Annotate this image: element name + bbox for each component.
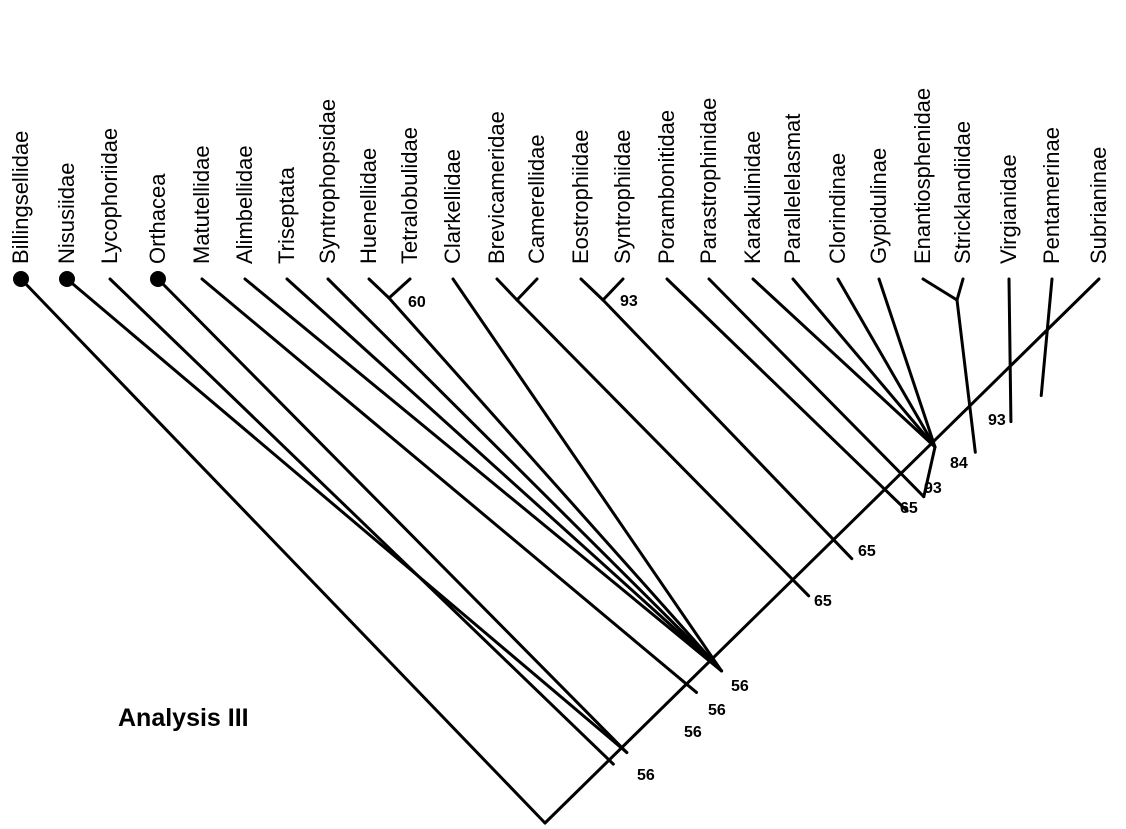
support-value: 65 (900, 500, 918, 517)
branch-line (791, 277, 937, 449)
branch-line (65, 277, 629, 755)
support-value: 56 (731, 678, 749, 695)
support-value: 93 (924, 480, 942, 497)
cladogram-terminal-markers (13, 271, 166, 287)
terminal-dot-marker (150, 271, 166, 287)
taxon-label: Lycophoriidae (97, 128, 122, 264)
branch-line (543, 277, 1101, 825)
taxon-label: Porambonitidae (654, 110, 679, 264)
support-value: 56 (684, 724, 702, 741)
branch-line (955, 298, 977, 454)
taxon-label: Parallelelasmat (780, 114, 805, 264)
taxon-label: Karakulinidae (740, 131, 765, 264)
branch-line (285, 277, 724, 673)
taxon-label: Alimbellidae (232, 145, 257, 264)
branch-line (326, 277, 724, 673)
branch-line (515, 277, 539, 302)
branch-line (387, 296, 724, 673)
taxon-label: Parastrophinidae (696, 98, 721, 264)
taxon-label: Virgianidae (996, 154, 1021, 264)
support-value: 56 (708, 702, 726, 719)
branch-line (601, 298, 854, 561)
taxon-label: Stricklandiidae (950, 121, 975, 264)
branch-line (836, 277, 937, 449)
branch-line (707, 277, 926, 499)
taxon-label: Pentamerinae (1039, 127, 1064, 264)
support-value: 65 (814, 593, 832, 610)
taxon-label: Subrianinae (1086, 147, 1111, 264)
taxon-label: Camerellidae (524, 134, 549, 264)
support-values: 60 93 93 84 93 65 65 65 56 56 56 56 (408, 293, 1006, 784)
branch-line (200, 277, 699, 694)
support-value: 93 (620, 293, 638, 310)
taxon-labels: Billingsellidae Nisusiidae Lycophoriidae Or… (8, 88, 1111, 264)
taxon-label: Gypidulinae (866, 148, 891, 264)
terminal-dot-marker (13, 271, 29, 287)
terminal-dot-marker (59, 271, 75, 287)
branch-line (156, 277, 629, 755)
support-value: 65 (858, 543, 876, 560)
branch-line (665, 277, 909, 513)
support-value: 84 (950, 455, 968, 472)
cladogram-branches (19, 277, 1101, 825)
taxon-label: Enantiosphenidae (910, 88, 935, 264)
branch-line (922, 445, 937, 499)
taxon-label: Syntrophopsidae (315, 99, 340, 264)
support-value: 60 (408, 294, 426, 311)
taxon-label: Syntrophiidae (610, 129, 635, 264)
support-value: 56 (637, 767, 655, 784)
taxon-label: Billingsellidae (8, 131, 33, 264)
taxon-label: Eostrophiidae (568, 129, 593, 264)
branch-line (955, 277, 965, 302)
taxon-label: Nisusiidae (54, 163, 79, 265)
taxon-label: Brevicameridae (484, 111, 509, 264)
branch-line (751, 277, 937, 449)
taxon-label: Orthacea (145, 173, 170, 264)
analysis-title: Analysis III (118, 704, 249, 732)
taxon-label: Tetralobulidae (397, 127, 422, 264)
branch-line (367, 277, 391, 300)
branch-line (579, 277, 605, 302)
taxon-label: Huenellidae (356, 148, 381, 264)
branch-line (108, 277, 615, 766)
taxon-label: Triseptata (274, 166, 299, 264)
branch-line (515, 298, 811, 598)
branch-line (243, 277, 724, 673)
branch-line (601, 277, 625, 302)
branch-line (387, 277, 412, 300)
branch-line (921, 277, 959, 302)
branch-line (1039, 277, 1054, 397)
taxon-label: Clorindinae (825, 153, 850, 264)
taxon-label: Clarkellidae (440, 149, 465, 264)
branch-line (1007, 277, 1013, 424)
branch-line (877, 277, 937, 449)
support-value: 93 (988, 412, 1006, 429)
branch-line (495, 277, 519, 302)
branch-line (451, 277, 724, 673)
taxon-label: Matutellidae (189, 145, 214, 264)
branch-line (19, 277, 547, 825)
